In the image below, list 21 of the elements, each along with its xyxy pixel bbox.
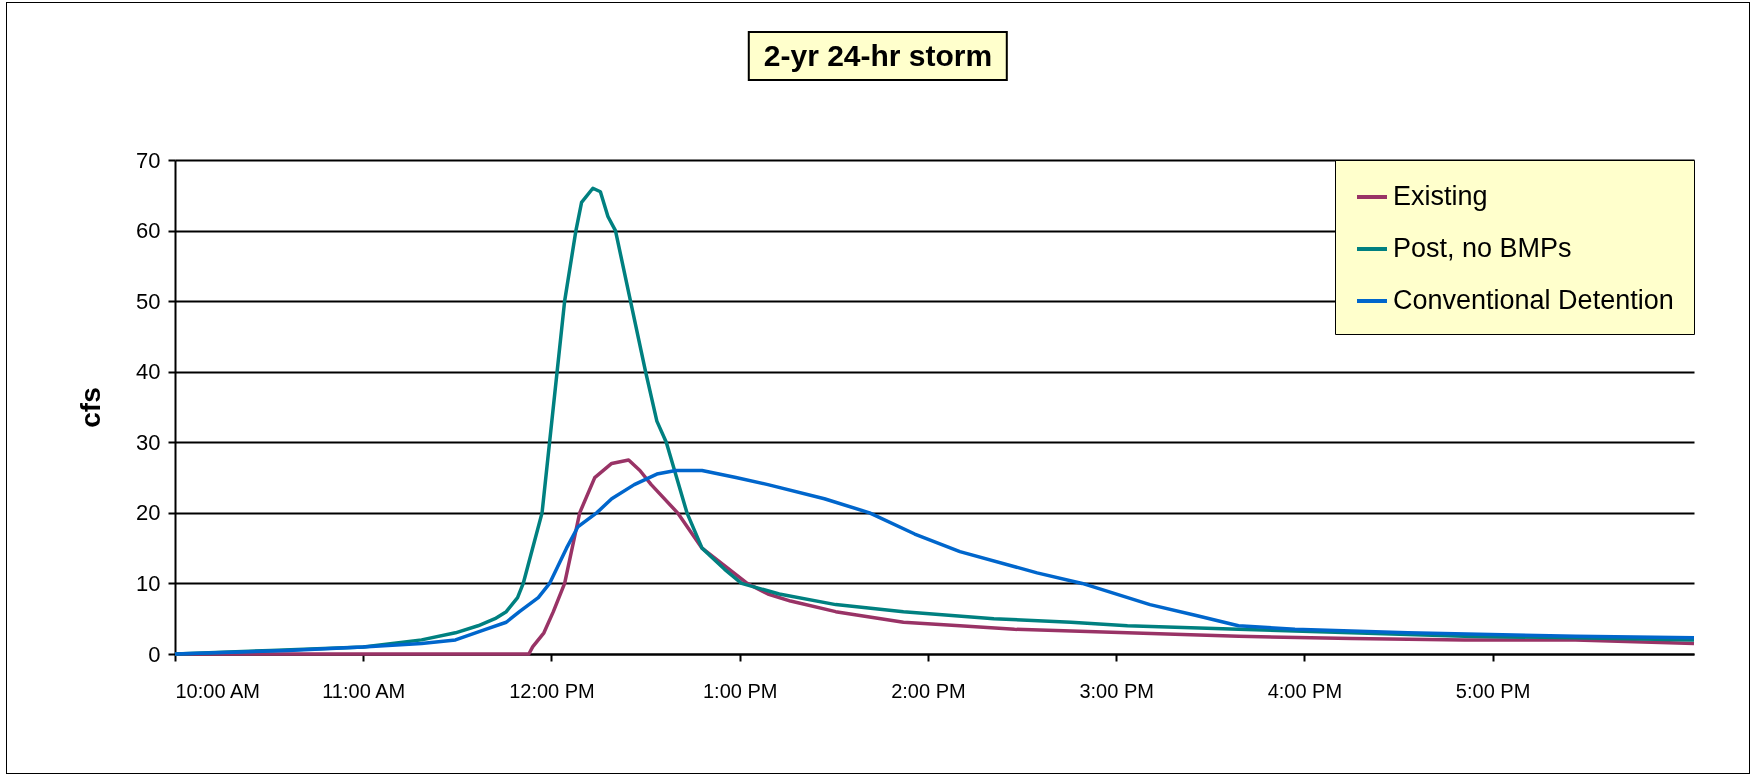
- legend-label: Existing: [1393, 181, 1488, 211]
- x-tick-label: 1:00 PM: [702, 679, 778, 702]
- x-tick-label: 11:00 AM: [322, 679, 406, 702]
- y-tick-label: 10: [136, 570, 161, 596]
- legend-label: Conventional Detention: [1393, 285, 1674, 315]
- x-tick-label: 10:00 AM: [175, 679, 261, 702]
- y-axis-title: cfs: [75, 387, 107, 428]
- y-tick-label: 0: [148, 641, 161, 667]
- y-tick-label: 40: [136, 359, 161, 385]
- y-tick-label: 20: [136, 500, 161, 526]
- y-tick-label: 50: [136, 288, 161, 314]
- x-tick-label: 2:00 PM: [891, 679, 966, 702]
- legend-label: Post, no BMPs: [1393, 233, 1572, 263]
- chart-title: 2-yr 24-hr storm: [747, 31, 1009, 81]
- y-tick-label: 60: [136, 218, 161, 244]
- y-tick-label: 30: [136, 429, 161, 455]
- x-tick-label: 4:00 PM: [1267, 679, 1343, 702]
- x-tick-label: 3:00 PM: [1079, 679, 1154, 702]
- y-tick-label: 70: [136, 147, 161, 173]
- x-tick-label: 12:00 PM: [509, 679, 595, 702]
- x-tick-label: 5:00 PM: [1455, 679, 1531, 702]
